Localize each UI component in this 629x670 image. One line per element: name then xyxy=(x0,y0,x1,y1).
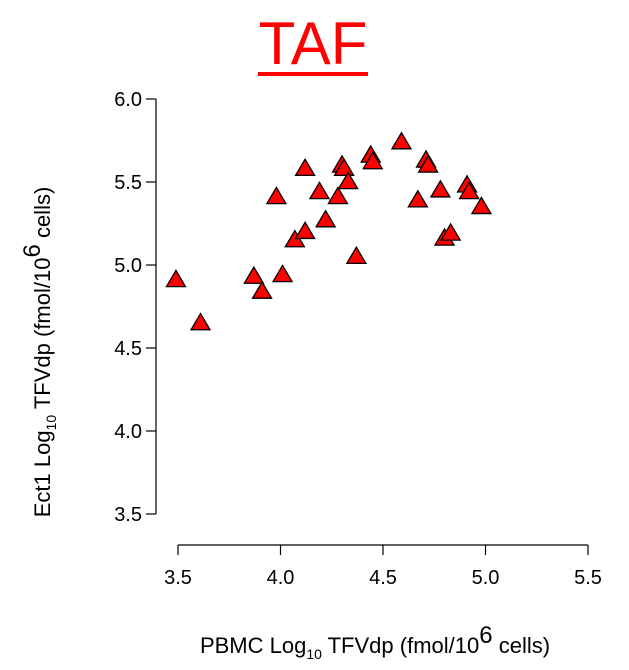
x-axis-label: PBMC Log10 TFVdp (fmol/106 cells) xyxy=(200,622,550,662)
y-axis: 3.5 4.0 4.5 5.0 5.5 6.0 xyxy=(114,89,157,526)
x-axis: 3.5 4.0 4.5 5.0 5.5 xyxy=(164,544,602,589)
data-point xyxy=(470,196,493,215)
data-point xyxy=(265,186,288,205)
y-tick-label: 6.0 xyxy=(114,89,142,111)
data-point xyxy=(333,157,355,177)
y-axis-label: Ect1 Log10 TFVdp (fmol/106 cells) xyxy=(19,187,59,518)
data-point xyxy=(429,179,452,198)
x-tick-label: 3.5 xyxy=(164,567,192,589)
data-point xyxy=(294,221,316,240)
data-point xyxy=(390,131,413,150)
data-point xyxy=(294,157,316,177)
data-point xyxy=(165,269,187,288)
data-point xyxy=(314,209,337,228)
y-tick-label: 5.5 xyxy=(114,172,142,194)
data-point xyxy=(251,280,273,299)
data-point xyxy=(345,245,367,265)
data-points xyxy=(165,131,493,331)
data-point xyxy=(417,154,439,173)
y-tick-label: 3.5 xyxy=(114,504,142,526)
data-point xyxy=(271,264,294,283)
data-point xyxy=(362,151,384,170)
y-tick-label: 5.0 xyxy=(114,255,142,277)
data-point xyxy=(189,312,212,331)
data-point xyxy=(458,181,480,200)
x-tick-label: 5.0 xyxy=(472,567,500,589)
x-tick-label: 4.5 xyxy=(369,567,397,589)
x-tick-label: 4.0 xyxy=(267,567,295,589)
data-point xyxy=(440,222,462,241)
data-point xyxy=(407,189,429,208)
x-tick-label: 5.5 xyxy=(574,567,602,589)
y-tick-label: 4.5 xyxy=(114,338,142,360)
data-point xyxy=(327,186,349,205)
data-point xyxy=(337,171,359,190)
chart-title: TAF xyxy=(259,10,368,77)
y-tick-label: 4.0 xyxy=(114,421,142,443)
data-point xyxy=(308,181,331,200)
data-point xyxy=(243,265,265,284)
